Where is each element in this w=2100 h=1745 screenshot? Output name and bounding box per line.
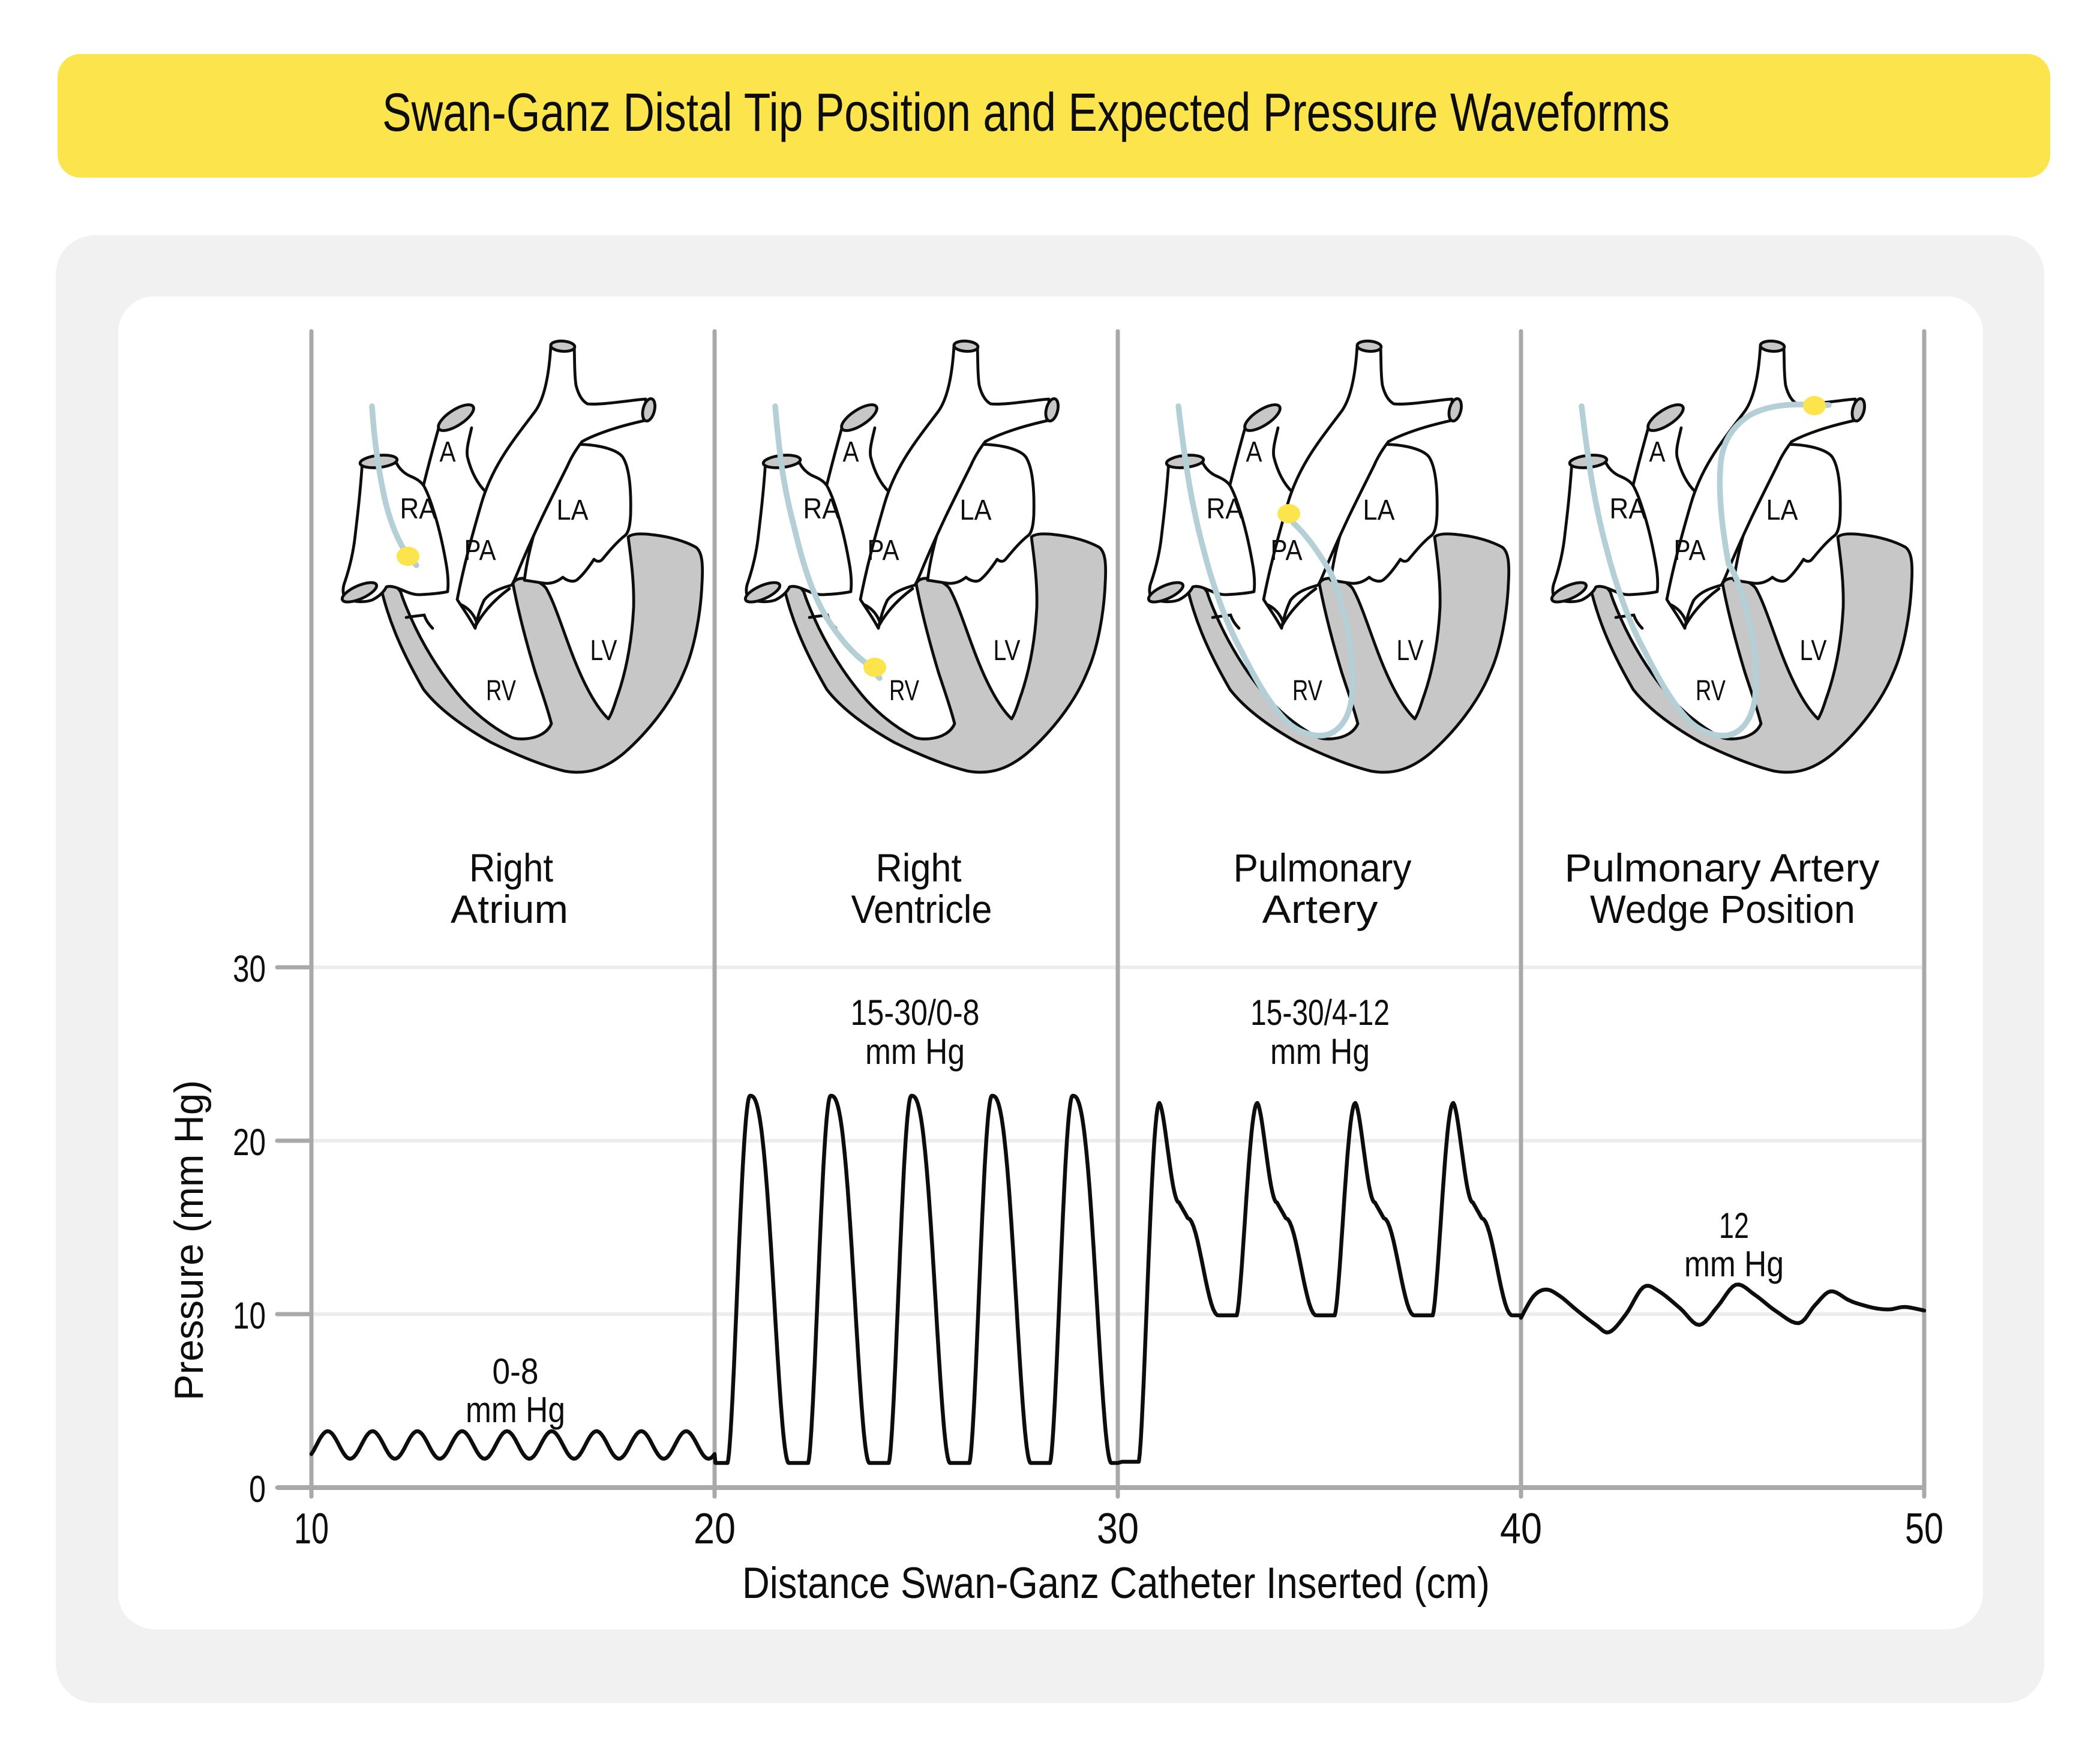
svg-text:Right: Right [469,845,553,890]
svg-text:Pressure (mm Hg): Pressure (mm Hg) [166,1080,212,1401]
svg-text:Right: Right [876,845,962,890]
svg-text:Atrium: Atrium [451,887,568,931]
svg-text:10: 10 [294,1505,329,1553]
svg-text:Swan-Ganz Distal Tip Position: Swan-Ganz Distal Tip Position and Expect… [382,83,1670,143]
svg-text:30: 30 [233,948,266,990]
svg-text:Wedge Position: Wedge Position [1590,887,1855,931]
svg-text:mm Hg: mm Hg [1684,1244,1784,1284]
svg-text:Pulmonary: Pulmonary [1234,845,1412,890]
svg-text:mm Hg: mm Hg [466,1390,565,1430]
svg-text:mm Hg: mm Hg [865,1032,965,1072]
svg-text:Artery: Artery [1262,887,1378,931]
svg-text:0-8: 0-8 [493,1351,539,1392]
svg-text:mm Hg: mm Hg [1270,1032,1370,1072]
svg-text:50: 50 [1905,1505,1943,1553]
svg-text:12: 12 [1719,1206,1749,1246]
svg-text:15-30/0-8: 15-30/0-8 [851,993,980,1033]
svg-text:Distance Swan-Ganz Catheter In: Distance Swan-Ganz Catheter Inserted (cm… [742,1559,1490,1608]
svg-text:15-30/4-12: 15-30/4-12 [1250,993,1390,1033]
svg-text:10: 10 [233,1295,266,1337]
svg-text:20: 20 [694,1505,736,1553]
svg-text:30: 30 [1097,1505,1139,1553]
svg-text:20: 20 [233,1122,266,1164]
svg-text:Ventricle: Ventricle [851,887,992,931]
svg-text:40: 40 [1500,1505,1542,1553]
svg-text:0: 0 [249,1468,266,1510]
svg-text:Pulmonary Artery: Pulmonary Artery [1565,845,1880,890]
